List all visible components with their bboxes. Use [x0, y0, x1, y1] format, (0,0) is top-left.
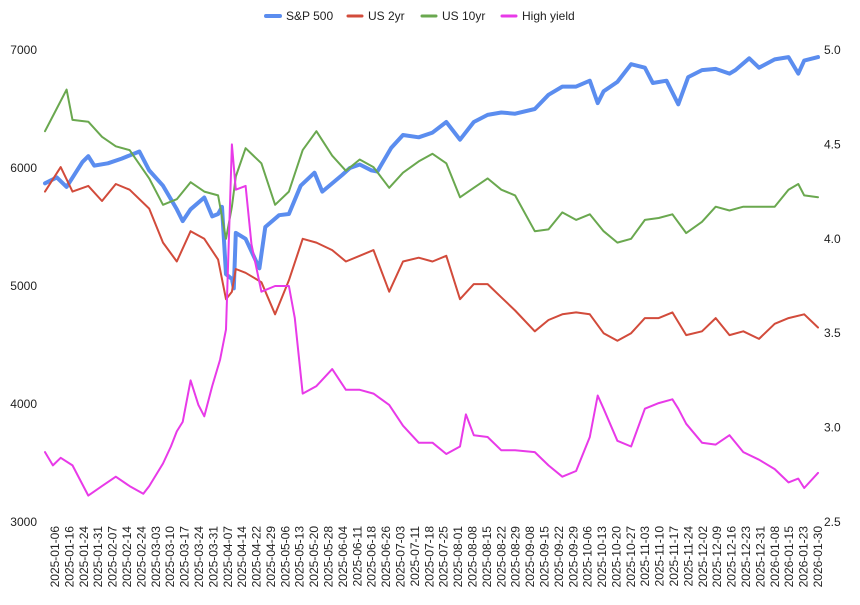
x-tick-label: 2025-03-31: [206, 526, 220, 588]
legend-item[interactable]: US 10yr: [420, 9, 485, 23]
series-line-us-2yr: [44, 166, 819, 342]
y-left-tick-label: 3000: [10, 515, 37, 529]
x-tick-label: 2025-08-22: [494, 526, 508, 588]
x-tick-label: 2025-11-10: [653, 526, 667, 587]
x-tick-label: 2025-05-20: [307, 526, 321, 588]
series-line-us-10yr: [44, 88, 819, 244]
x-tick-label: 2025-01-31: [91, 526, 105, 588]
legend-label: US 2yr: [368, 9, 405, 23]
x-tick-label: 2025-06-04: [336, 526, 350, 588]
x-tick-label: 2026-01-15: [782, 526, 796, 588]
x-tick-label: 2025-04-22: [250, 526, 264, 588]
y-right-tick-label: 5.0: [824, 43, 841, 57]
x-tick-label: 2025-10-13: [595, 526, 609, 588]
x-tick-label: 2025-03-10: [163, 526, 177, 588]
y-right-tick-label: 3.0: [824, 421, 841, 435]
x-tick-label: 2025-09-15: [538, 526, 552, 588]
x-tick-label: 2025-11-24: [681, 526, 695, 587]
x-tick-label: 2025-06-18: [365, 526, 379, 588]
series-layer: [43, 55, 820, 497]
y-left-tick-label: 5000: [10, 279, 37, 293]
x-tick-label: 2025-12-23: [739, 526, 753, 588]
x-tick-label: 2025-03-24: [192, 526, 206, 588]
x-tick-label: 2025-06-11: [350, 526, 364, 587]
x-tick-label: 2025-01-06: [48, 526, 62, 588]
x-tick-label: 2025-07-03: [394, 526, 408, 588]
y-axis-right: 2.5 3.0 3.5 4.0 4.5 5.0: [824, 43, 841, 529]
x-tick-label: 2025-12-31: [753, 526, 767, 588]
y-left-tick-label: 6000: [10, 161, 37, 175]
y-right-tick-label: 3.5: [824, 326, 841, 340]
x-tick-label: 2026-01-08: [768, 526, 782, 588]
x-tick-label: 2025-10-20: [610, 526, 624, 588]
y-left-tick-label: 4000: [10, 397, 37, 411]
x-tick-label: 2025-04-29: [264, 526, 278, 588]
x-tick-label: 2025-08-15: [480, 526, 494, 588]
x-tick-label: 2025-08-29: [509, 526, 523, 588]
x-tick-label: 2025-12-16: [725, 526, 739, 588]
legend-label: High yield: [522, 9, 575, 23]
x-tick-label: 2025-08-01: [451, 526, 465, 588]
x-tick-label: 2026-01-23: [797, 526, 811, 588]
legend-item[interactable]: S&P 500: [264, 9, 333, 23]
x-tick-label: 2025-10-27: [624, 526, 638, 588]
legend-label: S&P 500: [286, 9, 333, 23]
x-tick-label: 2025-05-28: [322, 526, 336, 588]
x-tick-label: 2025-03-03: [149, 526, 163, 588]
series-line-s-p-500: [43, 55, 820, 291]
y-right-tick-label: 2.5: [824, 515, 841, 529]
x-tick-label: 2025-06-26: [379, 526, 393, 588]
x-tick-label: 2025-03-17: [178, 526, 192, 588]
x-tick-label: 2025-02-14: [120, 526, 134, 588]
x-tick-label: 2025-12-09: [710, 526, 724, 588]
legend-item[interactable]: US 2yr: [346, 9, 405, 23]
x-tick-label: 2025-12-02: [696, 526, 710, 588]
y-axis-left: 3000 4000 5000 6000 7000: [10, 43, 37, 529]
x-tick-label: 2025-05-06: [278, 526, 292, 588]
x-tick-label: 2025-11-17: [667, 526, 681, 587]
x-tick-label: 2025-01-16: [62, 526, 76, 588]
legend-item[interactable]: High yield: [500, 9, 575, 23]
y-left-tick-label: 7000: [10, 43, 37, 57]
x-tick-label: 2025-02-07: [106, 526, 120, 588]
x-tick-label: 2025-09-08: [523, 526, 537, 588]
x-tick-label: 2025-08-08: [466, 526, 480, 588]
x-tick-label: 2025-02-24: [134, 526, 148, 588]
x-tick-label: 2025-07-11: [408, 526, 422, 587]
series-line-high-yield: [44, 143, 819, 497]
x-tick-label: 2025-09-22: [552, 526, 566, 588]
x-tick-label: 2025-05-13: [293, 526, 307, 588]
x-tick-label: 2025-07-18: [422, 526, 436, 588]
x-tick-label: 2025-11-03: [638, 526, 652, 587]
x-tick-label: 2025-07-25: [437, 526, 451, 588]
x-tick-label: 2025-01-24: [77, 526, 91, 588]
x-tick-label: 2025-04-07: [221, 526, 235, 588]
x-tick-label: 2025-04-14: [235, 526, 249, 588]
x-axis: 2025-01-06 2025-01-16 2025-01-24 2025-01-31…: [48, 526, 825, 588]
legend-label: US 10yr: [442, 9, 485, 23]
x-tick-label: 2026-01-30: [811, 526, 825, 588]
x-tick-label: 2025-10-06: [581, 526, 595, 588]
x-tick-label: 2025-09-29: [566, 526, 580, 588]
y-right-tick-label: 4.0: [824, 232, 841, 246]
chart-legend: S&P 500 US 2yr US 10yr High yield: [264, 9, 575, 23]
y-right-tick-label: 4.5: [824, 137, 841, 151]
